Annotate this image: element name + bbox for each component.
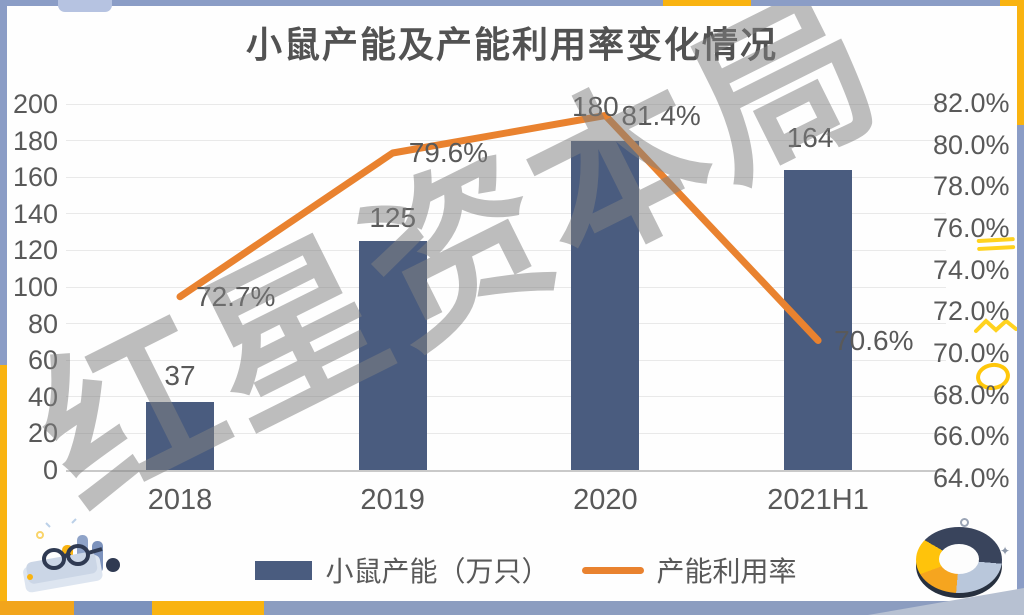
x-axis-label: 2021H1	[767, 484, 869, 516]
legend: 小鼠产能（万只） 产能利用率	[14, 552, 1024, 588]
legend-bar-label: 小鼠产能（万只）	[325, 556, 550, 587]
left-axis-tick: 180	[12, 125, 58, 156]
donut-chart-illustration: ✦	[912, 518, 1011, 604]
x-axis-line	[66, 469, 946, 472]
bar-2018	[146, 402, 214, 470]
legend-bar-swatch	[255, 560, 313, 580]
x-axis-label: 2020	[573, 484, 638, 516]
left-axis-tick: 40	[27, 381, 58, 412]
bar-value-label: 37	[164, 360, 196, 392]
left-axis-tick: 200	[12, 89, 58, 119]
right-axis-tick: 64.0%	[933, 463, 1010, 493]
frame-top-yellow	[663, 0, 751, 6]
right-axis-tick: 82.0%	[933, 88, 1010, 118]
bar-2020	[571, 140, 640, 470]
x-axis-label: 2019	[360, 484, 425, 516]
right-axis-tick: 80.0%	[933, 129, 1010, 160]
right-axis-tick: 68.0%	[933, 379, 1010, 410]
frame-left-yellow	[0, 365, 7, 605]
gridline	[66, 432, 946, 434]
bar-value-label: 164	[786, 121, 834, 153]
line-value-label: 81.4%	[621, 99, 701, 131]
chart-title: 小鼠产能及产能利用率变化情况	[245, 24, 778, 65]
right-axis-tick: 78.0%	[933, 171, 1010, 202]
left-axis-tick: 20	[27, 418, 58, 449]
right-axis-tick: 66.0%	[933, 421, 1010, 452]
bar-2019	[358, 241, 427, 470]
line-value-label: 70.6%	[834, 324, 914, 356]
legend-line-swatch	[581, 566, 644, 574]
frame-right-yellow	[1017, 0, 1024, 125]
right-axis-tick: 76.0%	[933, 213, 1010, 243]
right-axis-tick: 70.0%	[933, 338, 1010, 368]
gridline	[66, 396, 946, 398]
right-axis-tick: 72.0%	[933, 296, 1010, 327]
frame-bottom-slate-2	[264, 601, 1024, 615]
frame-bottom-yellow	[152, 601, 276, 615]
line-value-label: 72.7%	[196, 280, 276, 312]
notebook-glasses-chart-illustration	[23, 518, 120, 593]
frame-top-blue	[0, 0, 1024, 6]
right-axis-tick: 74.0%	[933, 254, 1010, 285]
x-axis-label: 2018	[147, 484, 213, 516]
left-axis-tick: 60	[27, 345, 58, 376]
legend-line-label: 产能利用率	[656, 556, 797, 587]
left-axis-tick: 120	[12, 235, 58, 266]
yellow-scribble-doodle	[974, 318, 1018, 333]
bar-2021H1	[784, 169, 853, 470]
gridline	[66, 103, 946, 105]
frame-top-tab	[58, 0, 112, 12]
frame-bottom-orange	[0, 601, 74, 615]
line-value-label: 79.6%	[408, 137, 489, 168]
gridline	[66, 359, 946, 361]
frame-left-blue	[0, 6, 7, 365]
frame-top-corner-yellow	[1000, 0, 1024, 6]
sparkle-accent: ✦	[1000, 544, 1011, 558]
frame-right-blue	[1017, 125, 1024, 603]
left-axis-tick: 100	[12, 272, 58, 302]
small-circle-accent	[960, 518, 969, 527]
left-axis-tick: 0	[42, 455, 58, 485]
left-axis-tick: 160	[12, 162, 58, 193]
frame-bottom-slate-1	[74, 601, 152, 615]
bar-value-label: 125	[369, 202, 417, 234]
left-axis-tick: 80	[27, 308, 58, 339]
left-axis-tick: 140	[12, 198, 58, 229]
